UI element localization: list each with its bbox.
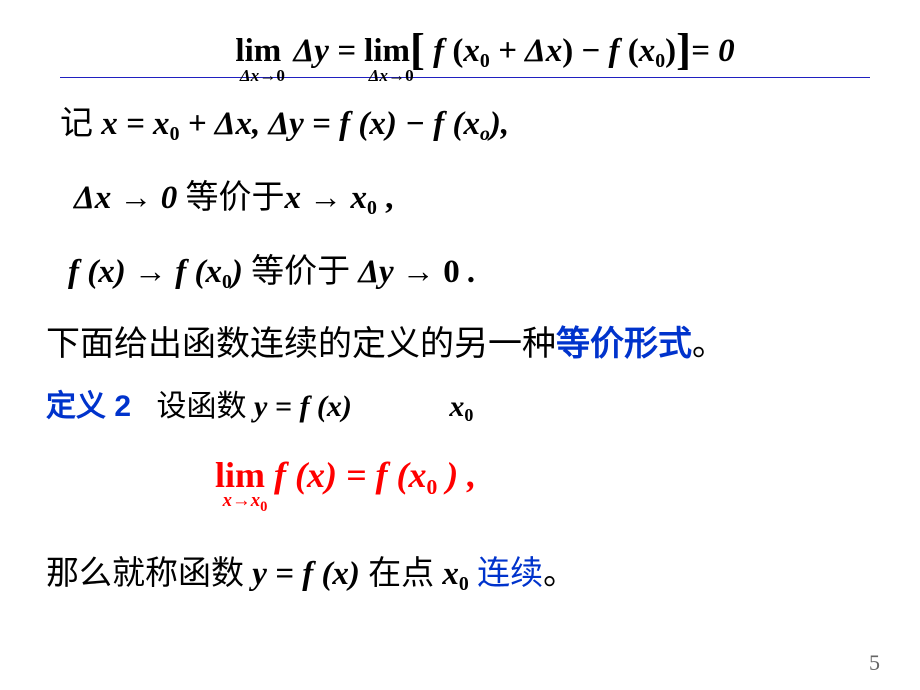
highlight-equiv-form: 等价形式 [556,325,692,363]
line-definition: 定义 2 设函数 y = f (x) x0 [46,381,870,426]
equation-top: lim ΔΔx→0x→0 Δy = lim Δx→0 [ f (x0 + Δx)… [100,20,870,73]
equation-red-limit: lim x→x0 f (x) = f (x0 ) , [215,454,870,499]
line-notation: 记 x = x0 + Δx, Δy = f (x) − f (xo), [60,96,870,146]
left-bracket: [ [410,24,425,74]
lim-left: lim ΔΔx→0x→0 [235,33,281,70]
line-conclusion: 那么就称函数 y = f (x) 在点 x0 连续。 [46,546,870,596]
line-equiv2: f (x) → f (x0) 等价于 Δy → 0 . [68,244,870,294]
lim-red: lim x→x0 [215,454,265,496]
page-number: 5 [869,650,880,676]
highlight-continuous: 连续 [469,556,543,592]
divider [60,77,870,78]
lim-right: lim Δx→0 [364,33,410,70]
right-bracket: ] [676,24,691,74]
definition-label: 定义 2 [46,390,131,423]
line-intro: 下面给出函数连续的定义的另一种等价形式。 [46,316,870,365]
line-equiv1: Δx → 0 等价于x → x0 , [74,170,870,220]
